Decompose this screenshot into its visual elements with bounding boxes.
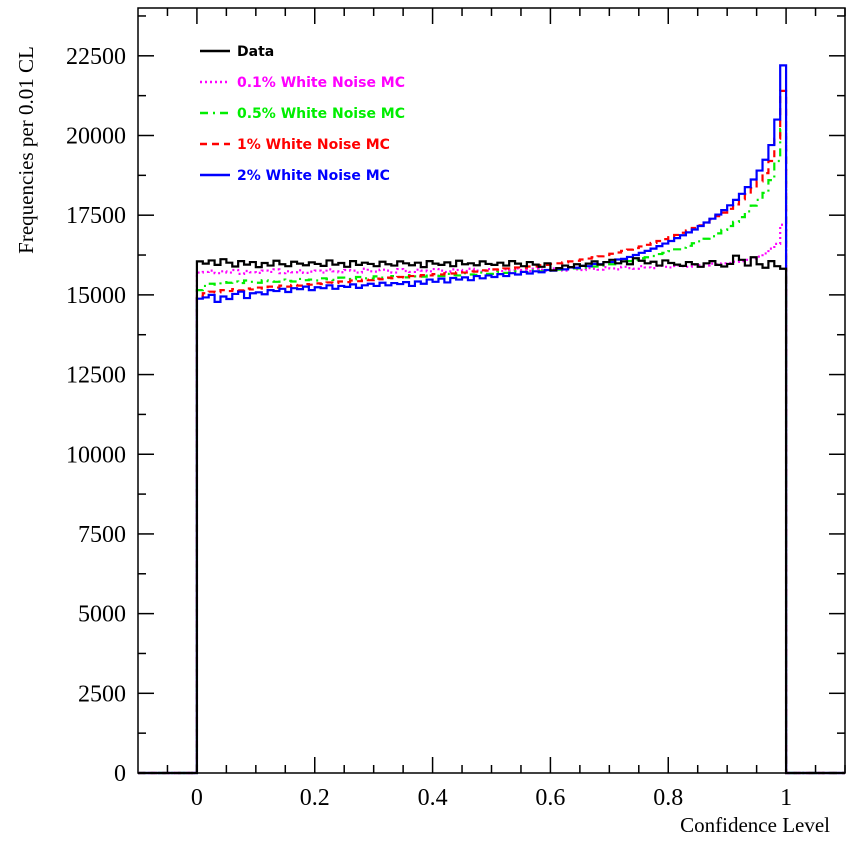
y-tick-label: 7500 xyxy=(78,522,126,548)
series-line-2-white-noise-mc xyxy=(138,64,845,775)
x-tick-label: 0.2 xyxy=(300,785,330,811)
y-tick-labels: 0 2500 5000 7500 10000 12500 15000 17500 20000 22… xyxy=(66,44,126,787)
y-tick-label: 12500 xyxy=(66,363,126,389)
y-tick-label: 10000 xyxy=(66,442,126,468)
legend-label-data: Data xyxy=(237,44,274,60)
series-line-data xyxy=(138,254,845,775)
x-tick-label: 1 xyxy=(780,785,792,811)
x-tick-labels: 0 0.2 0.4 0.6 0.8 1 xyxy=(191,785,792,811)
plot-frame-group xyxy=(137,7,846,774)
legend-label-0-1-white-noise-mc: 0.1% White Noise MC xyxy=(237,75,405,91)
series-line-0-1-white-noise-mc xyxy=(138,223,845,775)
legend: Data 0.1% White Noise MC 0.5% White Noise … xyxy=(200,44,405,184)
x-tick-label: 0 xyxy=(191,785,203,811)
ticks-layer xyxy=(138,8,846,774)
legend-label-2-white-noise-mc: 2% White Noise MC xyxy=(237,168,390,184)
legend-label-1-white-noise-mc: 1% White Noise MC xyxy=(237,137,390,153)
y-axis-title: Frequencies per 0.01 CL xyxy=(14,46,38,254)
y-tick-label: 20000 xyxy=(66,124,126,150)
y-tick-label: 2500 xyxy=(78,681,126,707)
x-axis-title: Confidence Level xyxy=(680,813,830,837)
y-tick-label: 5000 xyxy=(78,602,126,628)
y-tick-label: 0 xyxy=(114,761,126,787)
legend-label-0-5-white-noise-mc: 0.5% White Noise MC xyxy=(237,106,405,122)
y-tick-label: 17500 xyxy=(66,203,126,229)
x-tick-label: 0.8 xyxy=(653,785,683,811)
plot-frame xyxy=(137,7,846,774)
x-tick-label: 0.6 xyxy=(535,785,565,811)
series-layer xyxy=(138,64,845,775)
y-tick-label: 22500 xyxy=(66,44,126,70)
series-line-0-5-white-noise-mc xyxy=(138,128,845,775)
x-tick-label: 0.4 xyxy=(418,785,448,811)
y-tick-label: 15000 xyxy=(66,283,126,309)
